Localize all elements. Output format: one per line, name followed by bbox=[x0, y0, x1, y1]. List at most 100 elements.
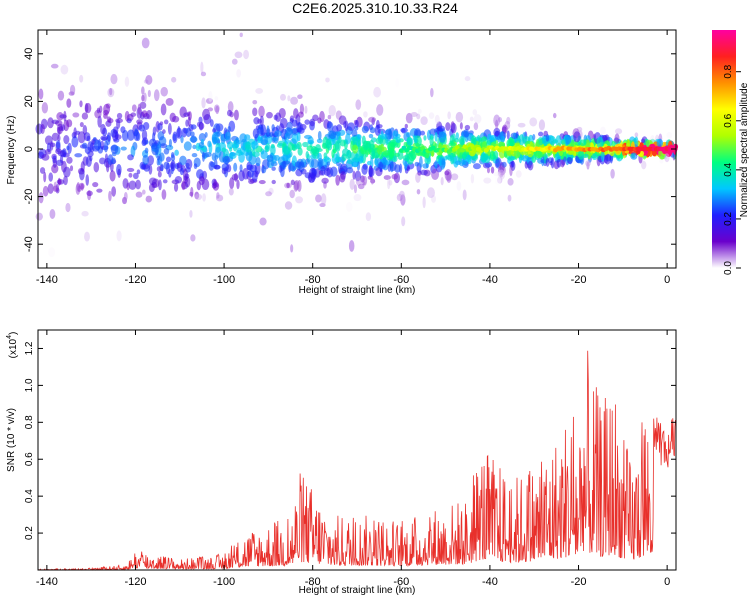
spectrogram-cell bbox=[483, 153, 489, 159]
spectrogram-cell bbox=[168, 168, 172, 178]
spectrogram-cell bbox=[319, 110, 325, 123]
spectrogram-cell bbox=[213, 179, 217, 189]
spectrogram-cell bbox=[298, 111, 304, 118]
spectrogram-cell bbox=[492, 150, 499, 160]
spectrogram-cell bbox=[214, 154, 219, 160]
spectrogram-cell bbox=[334, 140, 341, 152]
spectrogram-cell bbox=[495, 119, 499, 130]
spectrogram-cell bbox=[190, 135, 197, 144]
spectrogram-cell bbox=[69, 165, 74, 172]
spectrogram-cell bbox=[493, 171, 501, 177]
spectrogram-cell bbox=[215, 123, 224, 132]
spectrogram-cell bbox=[116, 112, 123, 119]
spectrogram-cell bbox=[179, 167, 184, 176]
spectrogram-cell bbox=[214, 104, 220, 113]
spectrogram-cell bbox=[66, 98, 72, 108]
spectrogram-cell bbox=[370, 178, 376, 184]
spectrogram-cell bbox=[134, 128, 139, 137]
spectrogram-cell bbox=[103, 113, 108, 119]
spectrogram-cell bbox=[444, 170, 450, 176]
spectrogram-cell bbox=[200, 61, 204, 74]
spectrogram-cell bbox=[157, 141, 162, 149]
spectrogram-cell bbox=[346, 167, 354, 174]
spectrogram-cell bbox=[63, 175, 68, 186]
spectrogram-cell bbox=[128, 172, 133, 178]
spectrogram-cell bbox=[215, 194, 224, 202]
spectrogram-cell bbox=[198, 116, 203, 124]
spectrogram-cell bbox=[463, 129, 470, 138]
spectrogram-cell bbox=[506, 116, 511, 125]
spectrogram-cell bbox=[41, 153, 50, 161]
spectrogram-cell bbox=[506, 130, 510, 140]
spectrogram-x-tick-label: 0 bbox=[664, 274, 670, 286]
spectrogram-cell bbox=[427, 187, 435, 199]
spectrogram-cell bbox=[610, 168, 615, 179]
spectrogram-cell bbox=[573, 131, 581, 143]
spectrogram-cell bbox=[231, 58, 238, 65]
snr-x-tick-label: 0 bbox=[664, 576, 670, 588]
spectrogram-cell bbox=[344, 120, 349, 132]
colorbar-label: Normalized spectral amplitude bbox=[739, 82, 750, 217]
spectrogram-cell bbox=[244, 141, 252, 153]
spectrogram-cell bbox=[459, 122, 463, 130]
spectrogram-cell bbox=[370, 176, 374, 185]
spectrogram-cell bbox=[202, 108, 211, 121]
spectrogram-cell bbox=[428, 112, 435, 119]
spectrogram-cell bbox=[305, 151, 309, 159]
spectrogram-cell bbox=[143, 121, 150, 131]
spectrogram-cell bbox=[51, 132, 59, 142]
spectrogram-cell bbox=[456, 181, 462, 191]
spectrogram-cell bbox=[488, 135, 495, 143]
spectrogram-cell bbox=[600, 151, 605, 162]
spectrogram-cell bbox=[222, 155, 231, 165]
spectrogram-cell bbox=[172, 131, 178, 144]
spectrogram-cell bbox=[438, 131, 447, 143]
spectrogram-x-axis-label: Height of straight line (km) bbox=[299, 285, 416, 296]
spectrogram-cell bbox=[274, 130, 282, 137]
spectrogram-cell bbox=[145, 195, 153, 203]
spectrogram-cell bbox=[272, 137, 278, 142]
spectrogram-cell bbox=[69, 84, 76, 96]
spectrogram-cell bbox=[231, 143, 239, 149]
spectrogram-cell bbox=[63, 166, 71, 178]
spectrogram-cell bbox=[93, 161, 100, 173]
spectrogram-cell bbox=[369, 127, 376, 134]
snr-x-tick-label: -140 bbox=[36, 576, 58, 588]
snr-y-tick-label: 0.2 bbox=[24, 526, 35, 540]
spectrogram-cell bbox=[304, 119, 310, 125]
spectrogram-cell bbox=[259, 217, 267, 226]
spectrogram-cell bbox=[81, 210, 89, 217]
spectrogram-cell bbox=[139, 101, 147, 109]
spectrogram-cell bbox=[450, 173, 459, 181]
spectrogram-cell bbox=[207, 107, 214, 112]
spectrogram-cell bbox=[132, 172, 139, 180]
spectrogram-cell bbox=[420, 130, 426, 136]
spectrogram-cell bbox=[50, 63, 59, 69]
spectrogram-cell bbox=[473, 122, 479, 131]
spectrogram-cell bbox=[239, 32, 243, 38]
spectrogram-cell bbox=[51, 164, 59, 174]
spectrogram-cell bbox=[290, 179, 295, 186]
spectrogram-cell bbox=[345, 201, 353, 212]
spectrogram-cell bbox=[145, 74, 153, 85]
spectrogram-cell bbox=[136, 119, 143, 125]
spectrogram-cell bbox=[352, 144, 358, 154]
spectrogram-cell bbox=[234, 51, 243, 59]
spectrogram-cell bbox=[310, 145, 317, 154]
spectrogram-cell bbox=[81, 142, 88, 149]
spectrogram-cell bbox=[163, 161, 170, 170]
spectrogram-cell bbox=[498, 165, 506, 176]
spectrogram-cell bbox=[329, 166, 338, 177]
spectrogram-cell bbox=[362, 140, 369, 151]
spectrogram-cell bbox=[201, 151, 205, 162]
spectrogram-cell bbox=[434, 132, 438, 142]
spectrogram-cell bbox=[295, 168, 303, 177]
spectrogram-cell bbox=[252, 128, 259, 139]
spectrogram-cell bbox=[84, 231, 90, 242]
spectrogram-cell bbox=[49, 141, 54, 151]
spectrogram-heatmap bbox=[35, 32, 679, 258]
spectrogram-cell bbox=[198, 122, 205, 130]
spectrogram-cell bbox=[86, 135, 91, 142]
spectrogram-cell bbox=[499, 131, 504, 140]
